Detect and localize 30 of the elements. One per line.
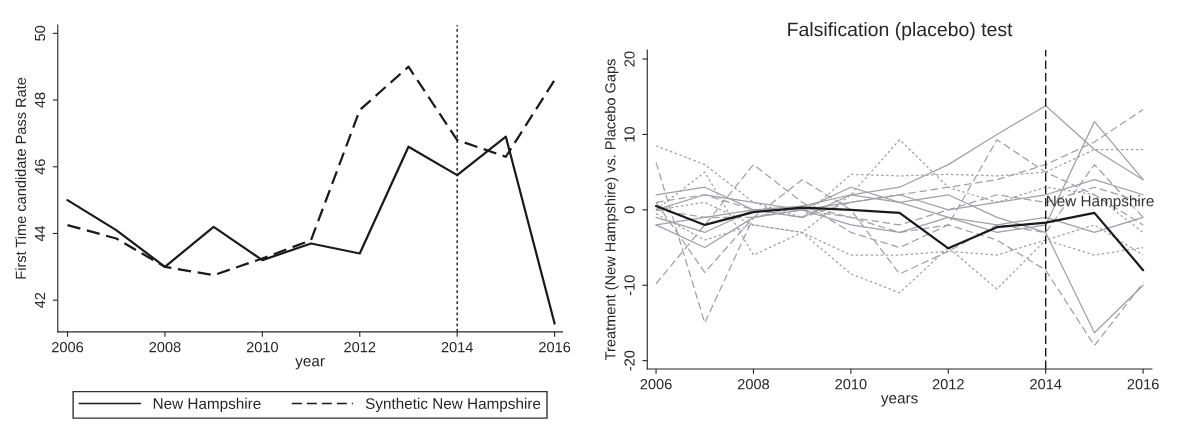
x-tick-label: 2016 — [539, 341, 571, 353]
x-tick-label: 2014 — [1030, 379, 1062, 390]
y-tick-label: 44 — [34, 225, 46, 242]
y-tick-label: 50 — [34, 25, 46, 41]
x-tick-label: 2008 — [737, 379, 770, 390]
y-tick-label: 48 — [34, 92, 46, 108]
legend-label: New Hampshire — [153, 397, 261, 413]
x-tick-label: 2012 — [344, 341, 376, 353]
legend-label: Synthetic New Hampshire — [365, 397, 541, 413]
y-tick-label: 0 — [624, 206, 635, 214]
y-tick-label: -20 — [624, 350, 635, 371]
x-tick-label: 2006 — [640, 379, 672, 390]
y-axis-title: First Time candidate Pass Rate — [15, 77, 27, 279]
x-tick-label: 2006 — [52, 341, 84, 353]
x-tick-label: 2010 — [835, 379, 867, 390]
x-tick-label: 2008 — [149, 341, 181, 353]
y-tick-label: 42 — [34, 292, 46, 308]
chart-title: Falsification (placebo) test — [788, 22, 1013, 41]
annotation: New Hampshire — [1046, 195, 1154, 210]
y-tick-label: 10 — [624, 126, 635, 142]
y-axis-title: Treatment (New Hampshire) vs. Placebo Gaps — [604, 59, 619, 361]
y-tick-label: 46 — [34, 159, 46, 175]
x-tick-label: 2010 — [246, 341, 278, 353]
y-tick-label: -10 — [624, 275, 635, 296]
x-tick-label: 2014 — [441, 341, 473, 353]
x-tick-label: 2012 — [932, 379, 964, 390]
x-tick-label: 2016 — [1127, 379, 1159, 390]
y-tick-label: 20 — [624, 51, 635, 67]
x-axis-title: year — [295, 358, 325, 370]
x-axis-title: years — [880, 395, 918, 407]
